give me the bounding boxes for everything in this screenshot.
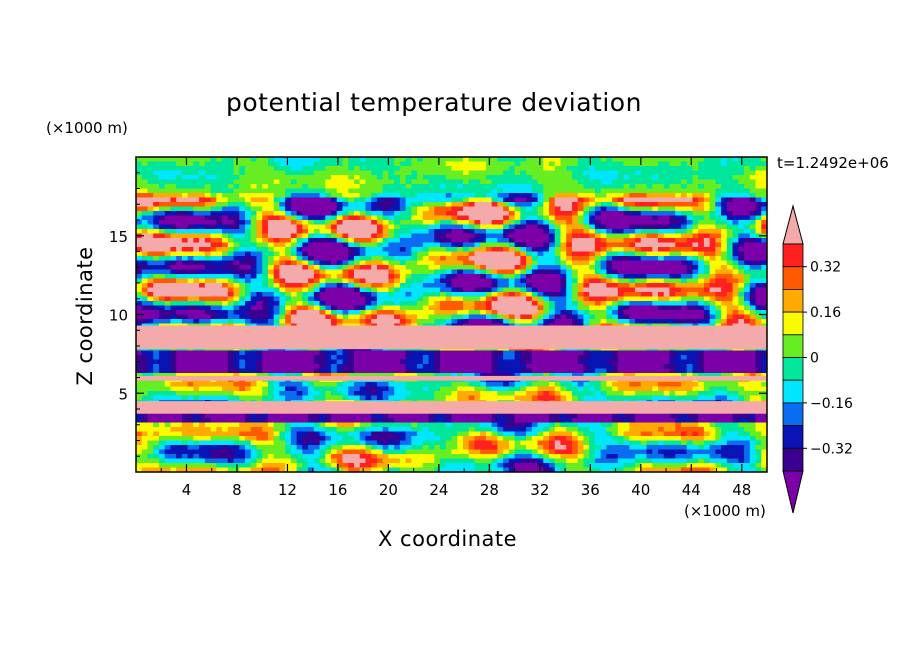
colorbar-box	[782, 334, 804, 358]
y-tick-label: 10	[109, 307, 128, 325]
x-tick-label: 16	[328, 481, 347, 499]
band-2	[136, 375, 767, 381]
colorbar-tick-label: −0.32	[810, 441, 853, 457]
colorbar-box	[782, 402, 804, 426]
colorbar-bottom-arrow	[782, 470, 804, 514]
x-tick-label: 48	[732, 481, 751, 499]
colorbar-box	[782, 311, 804, 336]
x-tick-label: 24	[429, 481, 448, 499]
x-tick-label: 20	[379, 481, 398, 499]
y-tick-label: 15	[109, 228, 128, 246]
x-axis-ticks: 4 8 12 16 20 24 28 32 36 40 44 48	[160, 157, 751, 499]
x-tick-label: 28	[480, 481, 499, 499]
colorbar-box	[782, 379, 804, 404]
x-tick-label: 40	[631, 481, 650, 499]
x-tick-label: 32	[530, 481, 549, 499]
colorbar-box	[782, 425, 804, 449]
colorbar-tick-label: −0.16	[810, 396, 853, 412]
band-1	[136, 401, 767, 414]
x-tick-label: 12	[278, 481, 297, 499]
y-tick-label: 5	[118, 385, 128, 403]
colorbar-box	[782, 447, 804, 472]
x-tick-label: 36	[581, 481, 600, 499]
colorbar-box	[782, 357, 804, 381]
time-label: t=1.2492e+06	[777, 154, 889, 172]
colorbar: 0.32 0.16 0 −0.16 −0.32	[782, 204, 853, 514]
colorbar-box	[782, 243, 804, 268]
colorbar-tick-label: 0.32	[810, 260, 841, 276]
x-tick-label: 4	[182, 481, 192, 499]
colorbar-box	[782, 288, 804, 313]
x-axis-label: X coordinate	[378, 527, 518, 551]
colorbar-tick-label: 0	[810, 351, 819, 367]
band-3	[136, 325, 767, 350]
colorbar-tick-label: 0.16	[810, 305, 841, 321]
colorbar-top-arrow	[782, 204, 804, 245]
x-axis-units: (×1000 m)	[684, 502, 766, 520]
y-axis-ticks: 5 10 15	[109, 172, 767, 457]
y-axis-label: Z coordinate	[73, 246, 97, 386]
contour-field	[136, 157, 767, 472]
colorbar-box	[782, 266, 804, 290]
chart-title: potential temperature deviation	[226, 88, 642, 117]
y-axis-units: (×1000 m)	[46, 119, 128, 137]
x-tick-label: 44	[682, 481, 701, 499]
x-tick-label: 8	[232, 481, 242, 499]
